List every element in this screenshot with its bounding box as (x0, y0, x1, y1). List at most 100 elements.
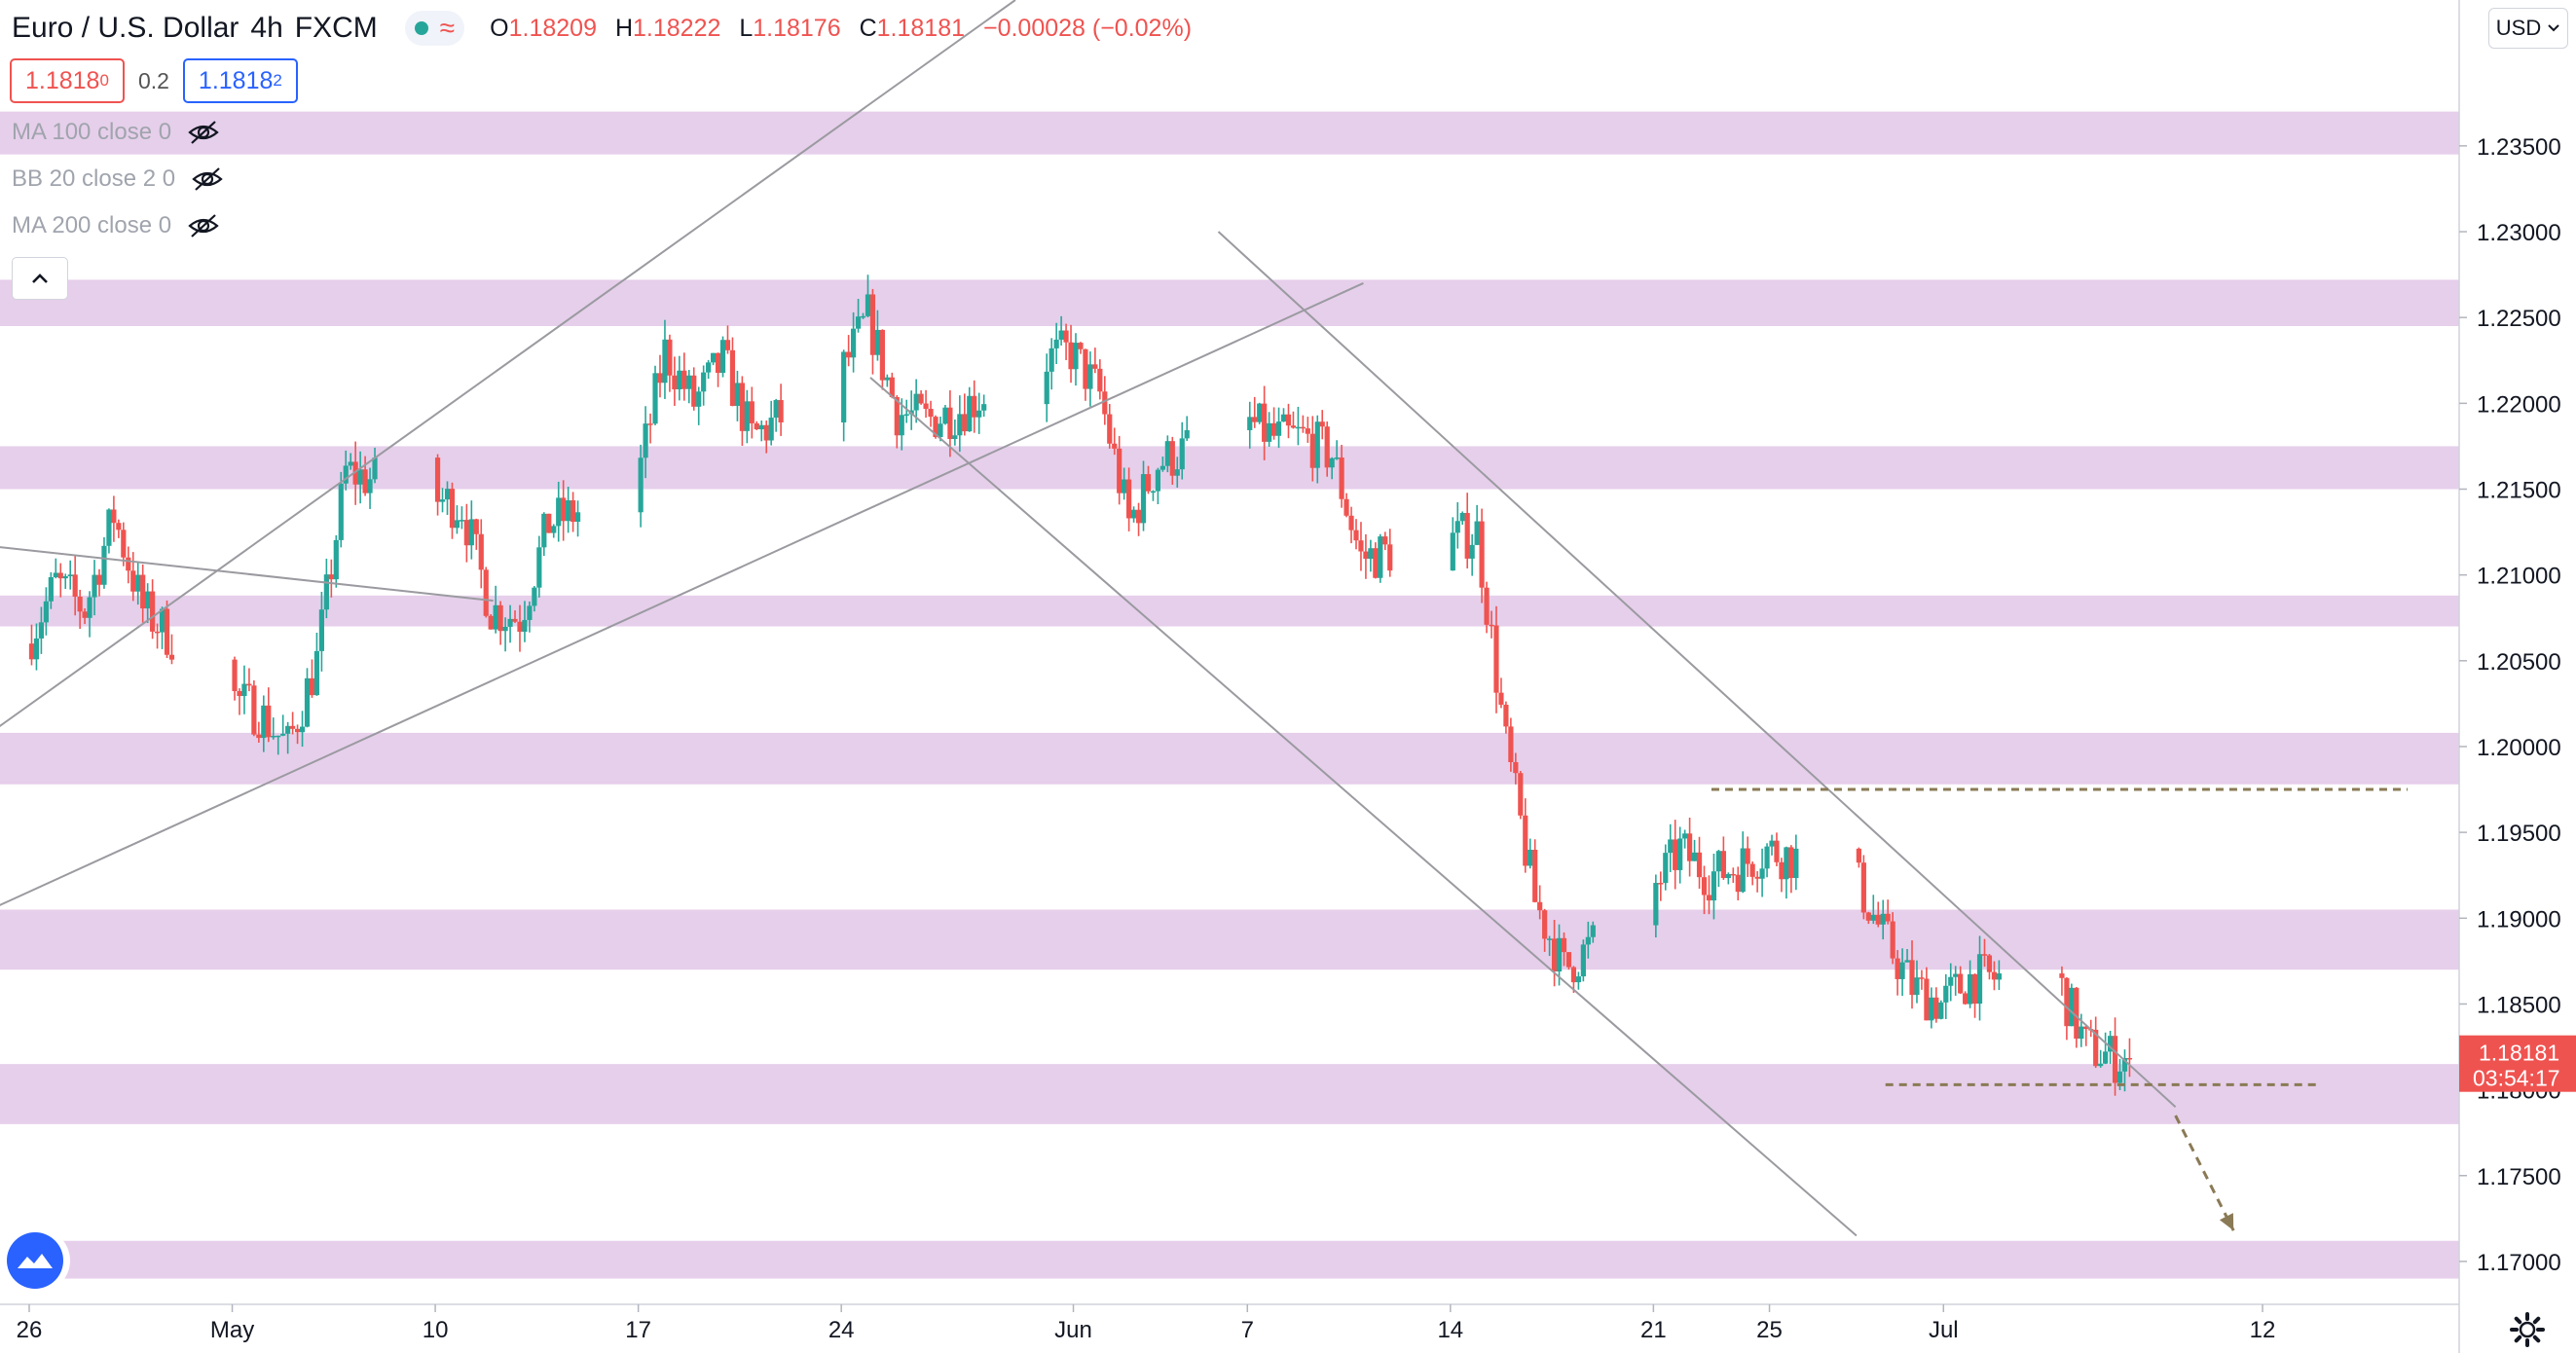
interval-label[interactable]: 4h (250, 12, 283, 44)
candle-126 (869, 288, 876, 375)
eye-off-icon[interactable] (191, 166, 224, 192)
candle-82 (541, 512, 547, 557)
candle-160 (1092, 347, 1098, 374)
candle-body (1759, 868, 1765, 879)
candle-body (372, 457, 378, 480)
candle-125 (865, 274, 871, 318)
candle-body (1885, 913, 1891, 922)
y-tick-label-10: 1.18500 (2477, 992, 2561, 1018)
candle-body (280, 733, 286, 736)
candle-body (734, 383, 741, 406)
candle-body (662, 339, 668, 384)
candle-body (729, 349, 736, 406)
candle-92 (647, 413, 653, 444)
candle-250 (1701, 865, 1708, 915)
candle-body (846, 351, 852, 358)
candle-body (1575, 976, 1582, 983)
candle-body (1464, 512, 1470, 559)
candle-body (468, 519, 474, 546)
indicator-ma100[interactable]: MA 100 close 0 (12, 119, 220, 146)
candle-body (1551, 938, 1558, 972)
candle-body (1150, 491, 1157, 494)
candle-body (855, 316, 862, 329)
candle-body (1267, 422, 1272, 442)
candle-body (1382, 536, 1388, 545)
trendline-4[interactable] (1217, 231, 2177, 1108)
candle-body (638, 457, 644, 513)
currency-button[interactable]: USD (2488, 8, 2568, 49)
candle-152 (1053, 322, 1059, 364)
candle-171 (1145, 465, 1152, 494)
candle-107 (719, 336, 726, 378)
candle-195 (1319, 410, 1325, 440)
candle-223 (1513, 752, 1519, 785)
candle-body (681, 370, 687, 389)
candle-body (48, 577, 54, 602)
drawings-layer[interactable] (0, 0, 2408, 1237)
candle-95 (662, 319, 668, 399)
indicator-ma200[interactable]: MA 200 close 0 (12, 212, 220, 239)
candle-236 (1575, 971, 1582, 990)
candle-body (276, 735, 281, 738)
indicator-bb20[interactable]: BB 20 close 2 0 (12, 165, 224, 193)
candle-body (1353, 530, 1359, 541)
trendline-2[interactable] (0, 544, 494, 603)
trendline-1[interactable] (0, 282, 1364, 918)
candle-body (2112, 1036, 2118, 1083)
candle-body (1991, 971, 1998, 980)
symbol-name[interactable]: Euro / U.S. Dollar (12, 12, 239, 44)
candle-body (947, 407, 953, 439)
candle-body (135, 574, 141, 592)
candle-34 (251, 680, 257, 737)
candle-body (1348, 515, 1354, 530)
candle-158 (1083, 348, 1088, 401)
trendline-3[interactable] (869, 377, 1858, 1237)
candle-body (942, 407, 948, 424)
candle-188 (1285, 403, 1292, 439)
candle-body (1788, 847, 1794, 878)
candle-304 (2079, 1013, 2084, 1047)
projection-arrow-7[interactable] (2174, 1115, 2235, 1231)
candle-body (1107, 414, 1113, 444)
candle-body (150, 591, 156, 632)
candle-185 (1270, 407, 1277, 440)
x-tick-label-10: Jul (1929, 1317, 1959, 1343)
x-tick-label-5: Jun (1054, 1317, 1092, 1343)
candle-77 (517, 604, 523, 652)
trendline-0[interactable] (0, 0, 1016, 747)
candle-body (1117, 448, 1122, 494)
eye-off-icon[interactable] (187, 120, 220, 145)
candle-143 (952, 420, 958, 446)
sell-button[interactable]: 1.1818 0 (10, 58, 125, 103)
candle-body (773, 400, 779, 419)
candle-57 (362, 456, 368, 496)
buy-button[interactable]: 1.1818 2 (182, 58, 298, 103)
candle-body (869, 294, 876, 355)
candle-205 (1368, 539, 1374, 572)
candle-144 (957, 395, 963, 453)
candle-body (333, 539, 339, 580)
eye-off-icon[interactable] (187, 213, 220, 238)
candle-146 (967, 386, 973, 432)
candle-body (493, 604, 498, 630)
exchange-label: FXCM (294, 12, 378, 44)
collapse-legend-button[interactable] (12, 257, 68, 300)
market-status[interactable]: ≈ (404, 11, 465, 46)
candle-305 (2083, 1025, 2089, 1046)
candle-body (1368, 548, 1374, 560)
candle-body (667, 339, 673, 376)
candle-190 (1295, 406, 1302, 446)
candle-body (744, 401, 750, 431)
candle-300 (2059, 966, 2065, 996)
candle-body (1503, 704, 1509, 727)
gear-icon[interactable] (2508, 1310, 2547, 1349)
candle-180 (1247, 401, 1253, 449)
candle-234 (1565, 952, 1572, 970)
tradingview-logo[interactable] (0, 1228, 70, 1293)
candle-110 (734, 370, 741, 421)
candle-40 (280, 714, 286, 737)
candle-body (1295, 426, 1302, 429)
candle-body (1711, 871, 1717, 901)
